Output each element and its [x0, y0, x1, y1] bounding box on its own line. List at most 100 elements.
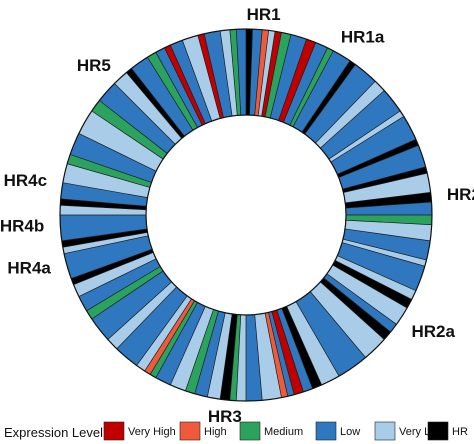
segment-hr	[301, 60, 356, 135]
segment-divider	[326, 273, 397, 325]
segment-divider	[345, 191, 431, 204]
segment-divider	[323, 277, 391, 333]
segment-low	[170, 40, 212, 124]
segment-very-low	[170, 306, 214, 391]
legend-label-high: High	[204, 426, 227, 438]
segment-divider	[337, 139, 417, 175]
segment-divider	[73, 252, 154, 286]
segment-high	[254, 29, 269, 116]
segment-divider	[203, 33, 224, 118]
segment-divider	[344, 228, 431, 242]
segment-divider	[126, 72, 182, 139]
segment-very-high	[197, 33, 224, 119]
segment-divider	[310, 291, 366, 358]
segment-divider	[131, 68, 185, 137]
segment-divider	[295, 301, 340, 377]
segment-low	[204, 30, 233, 118]
segment-low	[116, 286, 188, 366]
segment-divider	[249, 29, 253, 116]
segment-divider	[91, 110, 164, 160]
segment-divider	[268, 312, 289, 397]
segment-hr	[220, 314, 238, 401]
segment-high	[265, 312, 288, 398]
segment-hr	[332, 260, 412, 308]
segment-medium	[229, 314, 241, 401]
segment-medium	[345, 215, 432, 225]
segment-divider	[332, 264, 408, 309]
segment-very-low	[207, 312, 233, 400]
segment-very-low	[315, 81, 385, 149]
segment-divider	[229, 314, 238, 401]
segment-very-low	[182, 35, 221, 122]
segment-low	[64, 235, 153, 279]
segment-divider	[229, 29, 238, 116]
segment-divider	[99, 100, 168, 154]
segment-very-low	[60, 205, 147, 215]
segment-divider	[338, 144, 419, 178]
segment-very-low	[114, 72, 182, 145]
segment-divider	[345, 219, 432, 226]
segment-divider	[342, 242, 425, 267]
segment-low	[330, 116, 416, 175]
segment-divider	[289, 47, 328, 126]
segment-very-low	[73, 252, 157, 297]
segment-divider	[219, 30, 233, 117]
segment-very-low	[342, 239, 427, 267]
segment-divider	[71, 248, 153, 279]
segment-low	[304, 64, 376, 144]
segment-divider	[219, 313, 233, 400]
segment-medium	[150, 300, 198, 378]
segment-very-low	[220, 29, 238, 116]
segment-low	[91, 270, 172, 340]
segment-very-high	[278, 39, 316, 123]
segment-divider	[315, 80, 376, 144]
segment-hr	[61, 228, 148, 248]
segment-divider	[283, 42, 317, 123]
legend-swatch-very-high	[103, 421, 125, 441]
segment-low	[338, 145, 426, 190]
segment-divider	[61, 228, 148, 242]
region-label-hr3: HR3	[208, 407, 242, 426]
segment-divider	[264, 32, 282, 117]
segment-divider	[278, 39, 307, 121]
segment-divider	[320, 90, 385, 149]
segment-low	[320, 90, 401, 160]
legend-swatch-hr	[427, 421, 449, 441]
segment-medium	[185, 309, 219, 394]
legend-swatch-high	[179, 421, 201, 441]
segment-divider	[337, 255, 417, 291]
segment-very-low	[62, 232, 149, 254]
region-label-hr4c: HR4c	[4, 171, 47, 190]
segment-divider	[320, 281, 385, 340]
segment-low	[246, 314, 263, 401]
segment-divider	[342, 238, 427, 261]
segment-divider	[116, 286, 177, 350]
segment-divider	[170, 44, 206, 124]
segment-medium	[289, 47, 334, 127]
region-label-hr1a: HR1a	[341, 28, 385, 47]
segment-divider	[78, 133, 157, 172]
segment-divider	[144, 298, 192, 372]
segment-medium	[229, 29, 241, 116]
legend-label-very-high: Very High	[128, 426, 176, 438]
segment-divider	[70, 154, 152, 183]
segment-divider	[235, 29, 242, 116]
segment-low	[345, 202, 432, 215]
segment-divider	[304, 64, 356, 135]
segment-medium	[147, 52, 198, 131]
segment-divider	[328, 110, 401, 160]
segment-divider	[149, 300, 195, 375]
segment-very-low	[258, 30, 276, 117]
segment-very-high	[271, 310, 304, 395]
segment-divider	[292, 50, 334, 127]
region-label-hr2: HR2	[447, 185, 474, 204]
segment-very-low	[328, 110, 404, 163]
segment-divider	[269, 34, 292, 119]
segment-divider	[155, 52, 198, 128]
segment-divider	[276, 309, 304, 393]
segment-divider	[136, 295, 188, 366]
segment-low	[276, 308, 313, 392]
inner-ring-outline	[145, 114, 347, 316]
region-labels: HR1 HR1a HR2 HR2a HR3 HR4a HR4b HR4c HR5	[0, 5, 474, 426]
segment-low	[236, 29, 246, 116]
